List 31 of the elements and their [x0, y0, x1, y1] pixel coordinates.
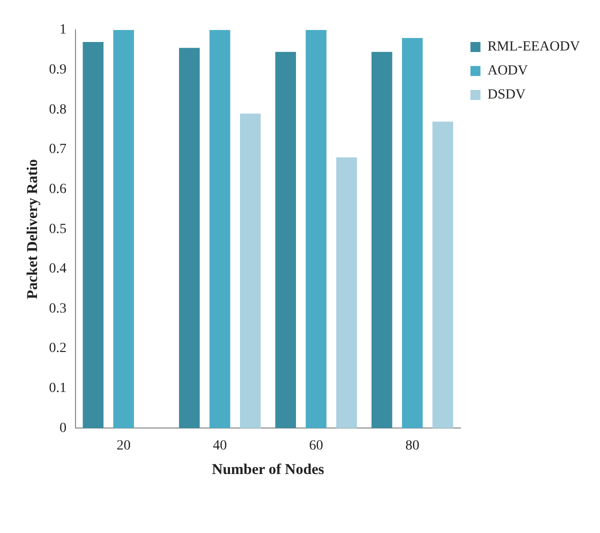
x-axis-title: Number of Nodes: [212, 462, 324, 478]
y-tick-label: 0.5: [49, 222, 66, 237]
bar: [372, 52, 392, 428]
x-tick-label: 40: [212, 438, 227, 454]
bar: [82, 42, 104, 428]
y-tick-label: 0.8: [49, 102, 66, 118]
y-tick-label: 0.7: [49, 142, 66, 158]
x-tick-label: 60: [309, 438, 324, 454]
y-tick-label: 0.1: [49, 381, 66, 396]
bar: [275, 52, 296, 428]
legend-label: AODV: [487, 64, 528, 79]
legend-label: DSDV: [487, 88, 526, 103]
y-tick-label: 0: [60, 420, 66, 436]
bar: [432, 122, 454, 428]
bar: [113, 30, 134, 428]
y-tick-label: 0.9: [49, 62, 66, 78]
y-tick-label: 0.6: [49, 182, 66, 197]
x-tick-label: 20: [116, 438, 131, 454]
bar: [336, 157, 357, 428]
y-tick-label: 1: [60, 22, 66, 38]
legend-label: RML-EEAODV: [487, 40, 580, 55]
bar: [240, 114, 261, 428]
bar: [306, 30, 326, 428]
bar: [209, 30, 230, 428]
y-tick-label: 0.4: [49, 262, 66, 277]
y-tick-label: 0.3: [49, 301, 66, 316]
x-tick-label: 80: [405, 438, 420, 454]
bar: [179, 48, 200, 428]
y-axis-title: Packet Delivery Ratio: [24, 159, 41, 300]
bar: [402, 38, 423, 428]
y-tick-label: 0.2: [49, 341, 66, 356]
